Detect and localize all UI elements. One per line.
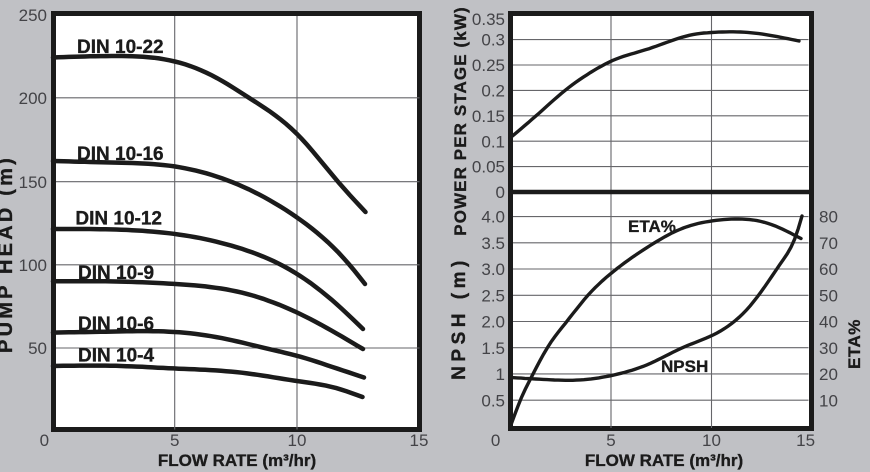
svg-text:DIN 10-22: DIN 10-22 (77, 37, 164, 58)
svg-text:0.35: 0.35 (472, 10, 505, 29)
svg-text:DIN 10-16: DIN 10-16 (77, 144, 164, 165)
svg-text:POWER PER STAGE (kW): POWER PER STAGE (kW) (451, 6, 470, 235)
svg-text:10: 10 (288, 431, 307, 450)
svg-text:0: 0 (496, 183, 505, 202)
svg-text:50: 50 (28, 339, 47, 358)
svg-text:0.5: 0.5 (481, 391, 505, 410)
svg-text:NPSH: NPSH (661, 357, 708, 376)
svg-text:3.0: 3.0 (481, 260, 505, 279)
svg-text:250: 250 (19, 6, 47, 25)
svg-text:ETA%: ETA% (845, 319, 864, 369)
svg-text:PUMP HEAD (m): PUMP HEAD (m) (0, 155, 17, 353)
svg-text:0.15: 0.15 (472, 107, 505, 126)
svg-text:FLOW RATE (m³/hr): FLOW RATE (m³/hr) (585, 451, 743, 470)
svg-text:20: 20 (819, 365, 838, 384)
svg-text:50: 50 (819, 286, 838, 305)
svg-text:10: 10 (702, 431, 721, 450)
svg-text:0.1: 0.1 (481, 132, 505, 151)
svg-text:0: 0 (40, 431, 49, 450)
svg-text:DIN 10-6: DIN 10-6 (78, 314, 154, 335)
svg-text:150: 150 (19, 173, 47, 192)
svg-text:1: 1 (496, 365, 505, 384)
svg-text:40: 40 (819, 313, 838, 332)
svg-text:DIN 10-12: DIN 10-12 (75, 209, 162, 230)
svg-text:DIN 10-9: DIN 10-9 (78, 263, 154, 284)
svg-text:2.5: 2.5 (481, 286, 505, 305)
svg-text:200: 200 (19, 89, 47, 108)
svg-text:10: 10 (819, 391, 838, 410)
svg-text:0: 0 (491, 431, 500, 450)
svg-text:5: 5 (170, 431, 179, 450)
svg-text:0.25: 0.25 (472, 56, 505, 75)
svg-text:4.0: 4.0 (481, 208, 505, 227)
svg-text:0.3: 0.3 (481, 31, 505, 50)
svg-text:1.5: 1.5 (481, 339, 505, 358)
svg-text:DIN 10-4: DIN 10-4 (78, 346, 154, 367)
svg-text:NPSH (m): NPSH (m) (449, 256, 470, 380)
svg-text:60: 60 (819, 260, 838, 279)
svg-text:15: 15 (410, 431, 429, 450)
svg-text:80: 80 (819, 208, 838, 227)
svg-text:30: 30 (819, 339, 838, 358)
svg-text:2.0: 2.0 (481, 313, 505, 332)
svg-text:0.05: 0.05 (472, 158, 505, 177)
svg-text:15: 15 (796, 431, 815, 450)
svg-text:3.5: 3.5 (481, 234, 505, 253)
svg-text:5: 5 (606, 431, 615, 450)
svg-text:FLOW RATE (m³/hr): FLOW RATE (m³/hr) (158, 451, 316, 470)
svg-text:100: 100 (19, 256, 47, 275)
svg-text:70: 70 (819, 234, 838, 253)
svg-text:ETA%: ETA% (628, 217, 676, 236)
svg-text:0.2: 0.2 (481, 82, 505, 101)
